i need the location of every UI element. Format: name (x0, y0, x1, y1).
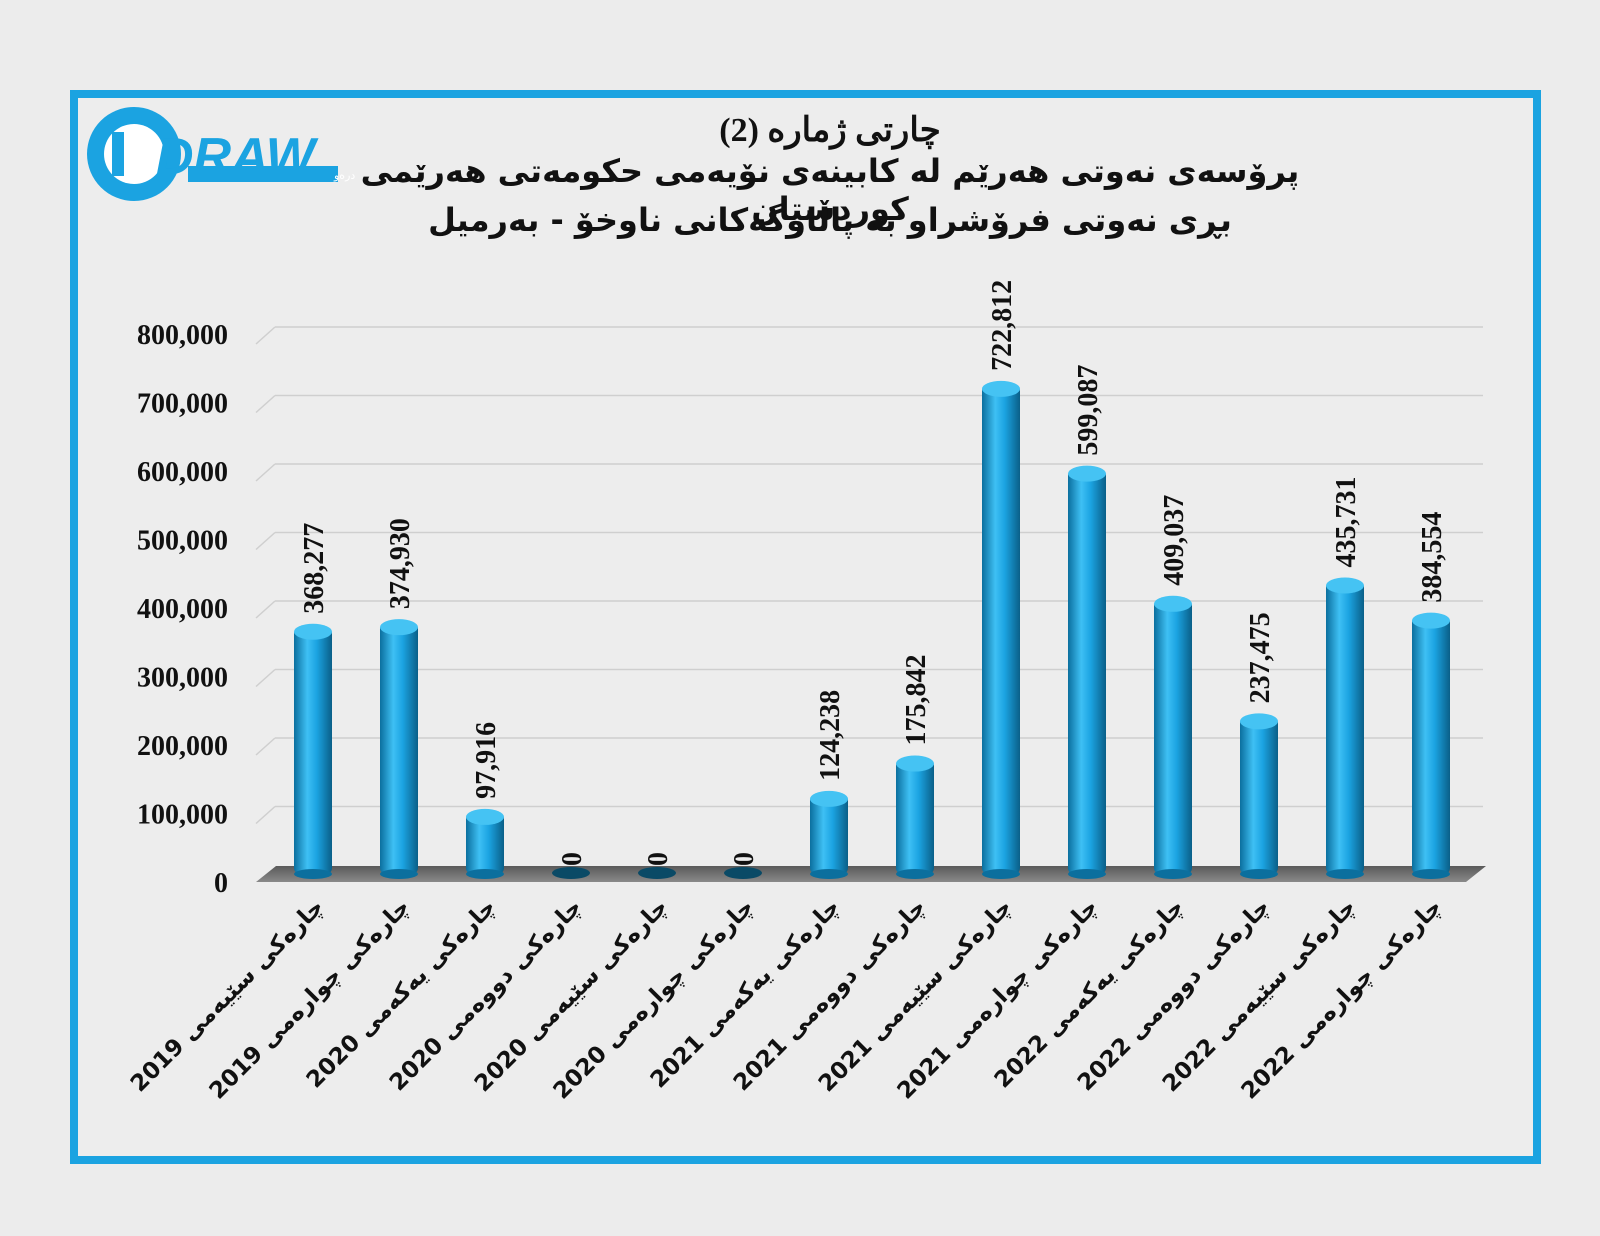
data-label: 374,930 (385, 518, 416, 609)
data-label: 409,037 (1159, 495, 1190, 586)
data-label: 0 (729, 852, 760, 866)
chart-floor (256, 866, 1486, 882)
chart-subtitle: پرۆسەی نەوتی هەرێم لە کابینەی نۆیەمی حکو… (360, 152, 1300, 228)
bar-base (1412, 869, 1450, 879)
data-label: 124,238 (815, 690, 846, 781)
y-tick-label: 600,000 (137, 457, 228, 488)
bar-base (896, 869, 934, 879)
bar (896, 759, 934, 874)
y-tick-label: 400,000 (137, 594, 228, 625)
bar-top (466, 808, 504, 825)
bar-top (982, 380, 1020, 397)
bar-top (810, 790, 848, 807)
bar-base (380, 869, 418, 879)
y-tick-label: 500,000 (137, 526, 228, 557)
bar (466, 812, 504, 874)
data-label: 97,916 (471, 722, 502, 799)
gridline-diagonal (255, 600, 276, 619)
y-tick-label: 100,000 (137, 800, 228, 831)
bar (380, 623, 418, 874)
bar-top (1068, 465, 1106, 482)
data-label: 368,277 (299, 523, 330, 614)
bar-base (810, 869, 848, 879)
data-label: 384,554 (1417, 512, 1448, 603)
y-tick-label: 0 (214, 868, 228, 899)
bar-top (294, 623, 332, 640)
bar-base (1068, 869, 1106, 879)
logo-tagline: دامەزراوەی میدیایی درەو (333, 169, 356, 182)
bar-base (982, 869, 1020, 879)
bar (1154, 599, 1192, 874)
y-tick-label: 700,000 (137, 389, 228, 420)
gridline-diagonal (255, 805, 276, 825)
bar (1068, 469, 1106, 874)
bar-top (1240, 713, 1278, 730)
y-tick-label: 200,000 (137, 731, 228, 762)
gridline-diagonal (255, 463, 276, 482)
data-label: 175,842 (901, 655, 932, 746)
gridline-diagonal (255, 668, 276, 688)
bar-zero (638, 867, 676, 879)
bar-top (896, 755, 934, 772)
data-label: 0 (643, 852, 674, 866)
bar (982, 384, 1020, 874)
gridline-diagonal (255, 737, 276, 756)
bar (294, 627, 332, 874)
bar (1412, 616, 1450, 874)
gridline-diagonal (255, 531, 276, 551)
gridline-diagonal (255, 326, 276, 345)
bar-zero (552, 867, 590, 879)
bar (1326, 581, 1364, 874)
chart-unit-subtitle: بڕی نەوتی فرۆشراو بە پاڵاوگەکانی ناوخۆ -… (428, 201, 1232, 239)
bar-top (1154, 595, 1192, 612)
bar-zero (724, 867, 762, 879)
gridline-diagonal (255, 394, 276, 414)
chart-title: چارتی ژمارە (2) (719, 112, 941, 149)
draw-logo: DRAW دامەزراوەی میدیایی درەو (87, 107, 356, 201)
data-label: 599,087 (1073, 365, 1104, 456)
bar-top (1326, 577, 1364, 594)
bar-base (1154, 869, 1192, 879)
bar-base (1326, 869, 1364, 879)
y-tick-label: 800,000 (137, 320, 228, 351)
bar (1240, 717, 1278, 874)
bar (810, 794, 848, 874)
data-label: 237,475 (1245, 612, 1276, 703)
bar-base (466, 869, 504, 879)
bar-top (1412, 612, 1450, 629)
data-label: 435,731 (1331, 477, 1362, 568)
data-label: 0 (557, 852, 588, 866)
bar-base (1240, 869, 1278, 879)
data-label: 722,812 (987, 280, 1018, 371)
bar-base (294, 869, 332, 879)
bar-top (380, 619, 418, 636)
y-tick-label: 300,000 (137, 663, 228, 694)
